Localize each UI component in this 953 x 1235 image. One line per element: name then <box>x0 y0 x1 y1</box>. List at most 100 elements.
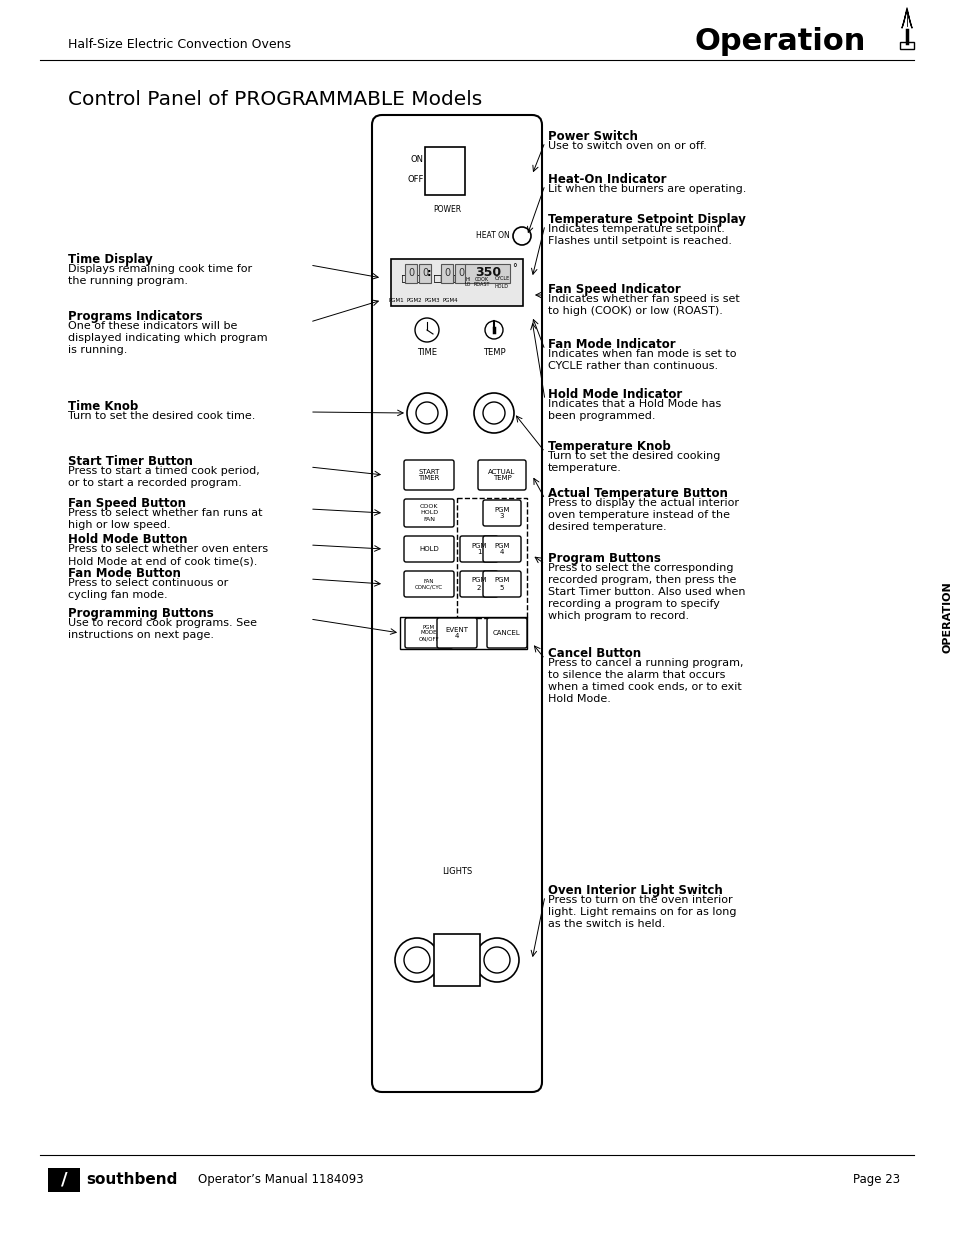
Text: /: / <box>61 1171 68 1189</box>
Text: COOK
ROAST: COOK ROAST <box>474 277 490 288</box>
Text: 0: 0 <box>408 268 414 278</box>
Text: □: □ <box>434 272 441 284</box>
Circle shape <box>395 939 438 982</box>
FancyBboxPatch shape <box>403 499 454 527</box>
Text: Indicates whether fan speed is set: Indicates whether fan speed is set <box>547 294 739 304</box>
Bar <box>399 618 526 650</box>
Text: Hold Mode Button: Hold Mode Button <box>68 534 188 546</box>
Text: Hold Mode Indicator: Hold Mode Indicator <box>547 388 681 401</box>
Text: PGM: PGM <box>494 542 509 548</box>
Text: ON/OFF: ON/OFF <box>418 636 439 641</box>
FancyBboxPatch shape <box>477 459 525 490</box>
Text: FAN: FAN <box>422 516 435 522</box>
Circle shape <box>475 939 518 982</box>
Text: Control Panel of PROGRAMMABLE Models: Control Panel of PROGRAMMABLE Models <box>68 90 482 109</box>
FancyBboxPatch shape <box>465 263 510 283</box>
FancyBboxPatch shape <box>403 571 454 597</box>
Text: CYCLE rather than continuous.: CYCLE rather than continuous. <box>547 361 718 370</box>
Text: Program Buttons: Program Buttons <box>547 552 660 564</box>
FancyBboxPatch shape <box>482 500 520 526</box>
Circle shape <box>474 393 514 433</box>
Text: 4: 4 <box>499 550 503 556</box>
Text: Fan Speed Indicator: Fan Speed Indicator <box>547 283 680 296</box>
FancyBboxPatch shape <box>441 263 453 283</box>
Text: PGM4: PGM4 <box>442 298 457 303</box>
Text: Use to record cook programs. See: Use to record cook programs. See <box>68 618 256 629</box>
Text: HOLD: HOLD <box>418 546 438 552</box>
Text: the running program.: the running program. <box>68 275 188 287</box>
Circle shape <box>415 317 438 342</box>
Text: Displays remaining cook time for: Displays remaining cook time for <box>68 264 252 274</box>
Text: □: □ <box>416 272 423 284</box>
FancyBboxPatch shape <box>459 536 497 562</box>
Text: when a timed cook ends, or to exit: when a timed cook ends, or to exit <box>547 682 741 692</box>
Text: Press to cancel a running program,: Press to cancel a running program, <box>547 658 742 668</box>
FancyBboxPatch shape <box>459 571 497 597</box>
Text: OPERATION: OPERATION <box>942 582 952 653</box>
Text: recording a program to specify: recording a program to specify <box>547 599 720 609</box>
Text: oven temperature instead of the: oven temperature instead of the <box>547 510 729 520</box>
Text: LIGHTS: LIGHTS <box>441 867 472 876</box>
Text: Press to start a timed cook period,: Press to start a timed cook period, <box>68 466 259 475</box>
FancyBboxPatch shape <box>405 618 453 648</box>
FancyBboxPatch shape <box>455 263 467 283</box>
FancyBboxPatch shape <box>482 571 520 597</box>
Text: Hold Mode at end of cook time(s).: Hold Mode at end of cook time(s). <box>68 556 257 566</box>
Text: Page 23: Page 23 <box>852 1173 899 1187</box>
Text: Operation: Operation <box>695 27 865 57</box>
Text: Hold Mode.: Hold Mode. <box>547 694 610 704</box>
Circle shape <box>484 321 502 338</box>
Text: which program to record.: which program to record. <box>547 611 688 621</box>
Text: 0: 0 <box>443 268 450 278</box>
FancyBboxPatch shape <box>419 263 431 283</box>
Text: POWER: POWER <box>433 205 460 214</box>
Circle shape <box>416 403 437 424</box>
Text: :: : <box>426 268 431 278</box>
Text: TIMER: TIMER <box>417 475 439 482</box>
Text: Actual Temperature Button: Actual Temperature Button <box>547 487 727 500</box>
Text: light. Light remains on for as long: light. Light remains on for as long <box>547 906 736 918</box>
FancyBboxPatch shape <box>403 536 454 562</box>
FancyBboxPatch shape <box>434 934 479 986</box>
Text: CONC/CYC: CONC/CYC <box>415 584 442 589</box>
Text: HI
LO: HI LO <box>464 277 471 288</box>
Text: Time Knob: Time Knob <box>68 400 138 412</box>
Text: Programming Buttons: Programming Buttons <box>68 606 213 620</box>
Text: 1: 1 <box>476 550 480 556</box>
Text: 2: 2 <box>476 584 480 590</box>
Text: Indicates that a Hold Mode has: Indicates that a Hold Mode has <box>547 399 720 409</box>
Text: high or low speed.: high or low speed. <box>68 520 171 530</box>
Text: to silence the alarm that occurs: to silence the alarm that occurs <box>547 671 724 680</box>
Text: Temperature Setpoint Display: Temperature Setpoint Display <box>547 212 745 226</box>
Text: 0: 0 <box>457 268 463 278</box>
Text: Fan Mode Button: Fan Mode Button <box>68 567 181 580</box>
FancyBboxPatch shape <box>405 263 417 283</box>
Text: displayed indicating which program: displayed indicating which program <box>68 333 268 343</box>
FancyBboxPatch shape <box>424 147 464 195</box>
Text: Power Switch: Power Switch <box>547 130 638 143</box>
Text: 350: 350 <box>475 267 500 279</box>
Circle shape <box>483 947 510 973</box>
Text: 5: 5 <box>499 584 503 590</box>
Text: □: □ <box>402 272 410 284</box>
Text: ON: ON <box>411 156 423 164</box>
FancyBboxPatch shape <box>899 42 913 49</box>
Text: Fan Speed Button: Fan Speed Button <box>68 496 186 510</box>
Text: HOLD: HOLD <box>419 510 437 515</box>
Text: Press to select continuous or: Press to select continuous or <box>68 578 228 588</box>
Bar <box>456 498 526 618</box>
Text: COOK: COOK <box>419 504 437 509</box>
Text: recorded program, then press the: recorded program, then press the <box>547 576 736 585</box>
Circle shape <box>407 393 447 433</box>
FancyBboxPatch shape <box>482 536 520 562</box>
Text: ACTUAL: ACTUAL <box>488 468 516 474</box>
Text: HOLD: HOLD <box>495 284 509 289</box>
Text: Press to turn on the oven interior: Press to turn on the oven interior <box>547 895 732 905</box>
Text: Turn to set the desired cook time.: Turn to set the desired cook time. <box>68 411 255 421</box>
FancyBboxPatch shape <box>486 618 526 648</box>
Text: OFF: OFF <box>407 175 423 184</box>
Text: PGM2: PGM2 <box>406 298 421 303</box>
Circle shape <box>482 403 504 424</box>
FancyBboxPatch shape <box>436 618 476 648</box>
Text: START: START <box>417 468 439 474</box>
